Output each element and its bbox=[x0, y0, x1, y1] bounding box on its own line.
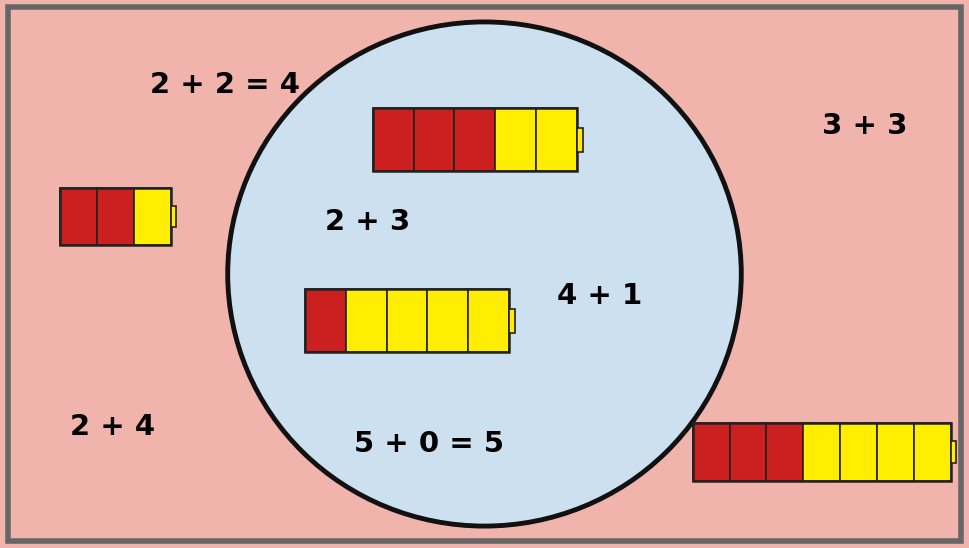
Bar bbox=[305, 289, 346, 352]
Bar bbox=[97, 188, 134, 246]
Bar bbox=[536, 109, 577, 171]
Text: 2 + 2 = 4: 2 + 2 = 4 bbox=[150, 71, 300, 99]
Bar bbox=[387, 289, 427, 352]
Text: 3 + 3: 3 + 3 bbox=[822, 112, 907, 140]
Bar bbox=[693, 423, 951, 481]
Bar bbox=[730, 423, 766, 481]
Bar bbox=[509, 309, 515, 333]
Bar bbox=[468, 289, 509, 352]
Bar bbox=[171, 206, 176, 227]
Bar bbox=[693, 423, 730, 481]
Text: 5 + 0 = 5: 5 + 0 = 5 bbox=[354, 430, 504, 458]
Bar bbox=[346, 289, 387, 352]
Text: 2 + 3: 2 + 3 bbox=[325, 208, 410, 236]
Bar bbox=[305, 289, 509, 352]
Bar bbox=[427, 289, 468, 352]
Bar bbox=[766, 423, 803, 481]
Bar bbox=[951, 441, 956, 463]
Bar bbox=[454, 109, 495, 171]
Bar bbox=[877, 423, 914, 481]
Text: 2 + 4: 2 + 4 bbox=[70, 413, 155, 442]
Bar bbox=[414, 109, 454, 171]
Bar bbox=[840, 423, 877, 481]
Text: 4 + 1: 4 + 1 bbox=[557, 282, 642, 310]
Bar bbox=[60, 188, 171, 246]
Bar bbox=[914, 423, 951, 481]
Bar bbox=[134, 188, 171, 246]
Bar bbox=[803, 423, 840, 481]
Bar bbox=[373, 109, 577, 171]
Bar bbox=[495, 109, 536, 171]
Bar bbox=[577, 128, 582, 152]
Ellipse shape bbox=[228, 22, 741, 526]
Bar bbox=[373, 109, 414, 171]
Bar bbox=[60, 188, 97, 246]
